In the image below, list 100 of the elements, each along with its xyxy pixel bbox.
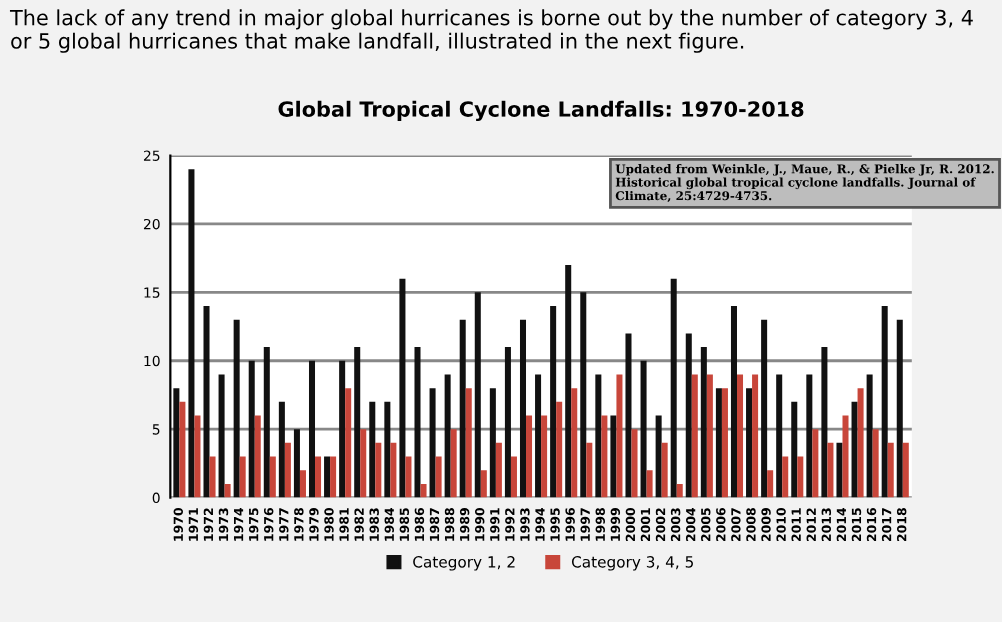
bar [299,470,306,498]
bar [510,456,517,498]
bar [254,415,261,498]
bar [179,401,186,498]
bar [360,429,367,498]
bar [655,415,662,498]
bar [233,319,240,498]
bar [691,374,698,498]
bar [269,456,276,498]
bar [504,347,511,498]
bar [480,470,487,498]
bar [173,388,180,498]
bar [571,388,578,498]
bar [872,429,879,498]
bar [797,456,804,498]
bar [791,401,798,498]
bar [640,360,647,498]
bar [676,483,683,498]
bar [556,401,563,498]
bar [450,429,457,498]
bar [414,347,421,498]
bar [541,415,548,498]
bar [806,374,813,498]
bar [375,442,382,498]
bar [661,442,668,498]
bar [700,347,707,498]
bar [866,374,873,498]
bar [646,470,653,498]
bar [405,456,412,498]
bar [550,306,557,498]
bar [685,333,692,498]
bar [902,442,909,498]
bar [586,442,593,498]
bar [767,470,774,498]
bar [474,292,481,498]
bar [631,429,638,498]
bar [384,401,391,498]
bar [420,483,427,498]
bar [435,456,442,498]
bar [218,374,225,498]
bar [721,388,728,498]
bar [782,456,789,498]
bar [526,415,533,498]
bar [194,415,201,498]
bar [851,401,858,498]
bar [495,442,502,498]
bar [354,347,361,498]
bar [881,306,888,498]
bar [857,388,864,498]
text: The lack of any trend in major global hurricanes is borne out by the number of category 3, 4 or 5 global hurricanes that make landfall, illustrated in the next figure. [9,9,973,53]
bar [812,429,819,498]
bar [595,374,602,498]
bar [752,374,759,498]
bar [390,442,397,498]
bar [324,456,331,498]
bar [345,388,352,498]
bar [263,347,270,498]
bar [519,319,527,498]
bar [730,306,737,498]
bar [203,306,210,498]
bar [565,264,572,498]
bar [489,388,496,498]
bar [339,360,346,498]
bar [188,169,195,498]
bar [224,483,231,498]
bar [429,388,436,498]
bar [459,319,466,498]
chart-title: Global Tropical Cyclone Landfalls: 1970-2018 [278,100,804,122]
bar [715,388,722,498]
bar [896,319,903,498]
bar [737,374,744,498]
bar [278,401,285,498]
bar [239,456,246,498]
bar [842,415,849,498]
bar [444,374,451,498]
bar [399,278,406,498]
bar [308,360,316,498]
bar [369,401,376,498]
bar [535,374,542,498]
bar [580,292,587,498]
bar [610,415,617,498]
bar [670,278,677,498]
bar [827,442,834,498]
bar [248,360,255,498]
bar [284,442,291,498]
bar [887,442,894,498]
bar [330,456,337,498]
bar [625,333,632,498]
bar [776,374,783,498]
bar [209,456,216,498]
bar [465,388,472,498]
bar [616,374,623,498]
bar [315,456,322,498]
bar [293,429,300,498]
bar [746,388,753,498]
bar [836,442,843,498]
bar [601,415,608,498]
bar [761,319,768,498]
bar [706,374,713,498]
bar [821,347,828,498]
